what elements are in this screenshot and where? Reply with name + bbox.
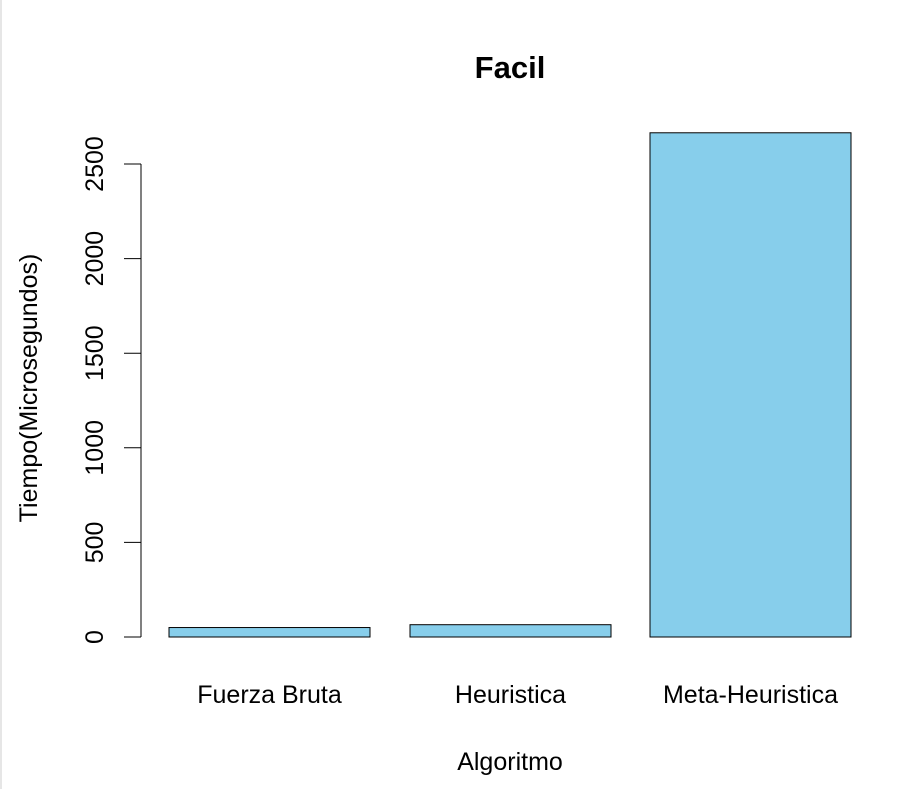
y-tick-label: 2000: [81, 231, 109, 287]
x-tick-label: Meta-Heuristica: [663, 681, 838, 709]
y-tick-label: 0: [81, 630, 109, 644]
x-tick-labels: Fuerza Bruta Heuristica Meta-Heuristica: [197, 681, 838, 709]
y-axis-label: Tiempo(Microsegundos): [15, 254, 43, 523]
y-tick-label: 2500: [81, 136, 109, 192]
bar-meta-heuristica: [649, 132, 852, 638]
bar-fuerza-bruta: [168, 627, 371, 638]
bar-heuristica: [409, 624, 612, 638]
x-axis-label: Algoritmo: [457, 748, 563, 776]
y-axis: 0 500 1000 1500 2000 2500: [81, 136, 142, 644]
y-tick-label: 500: [81, 522, 109, 564]
chart-title: Facil: [475, 50, 546, 85]
y-tick-label: 1500: [81, 325, 109, 381]
x-tick-label: Heuristica: [455, 681, 566, 709]
y-tick-label: 1000: [81, 420, 109, 476]
x-tick-label: Fuerza Bruta: [197, 681, 342, 709]
bars-group: [168, 132, 852, 638]
